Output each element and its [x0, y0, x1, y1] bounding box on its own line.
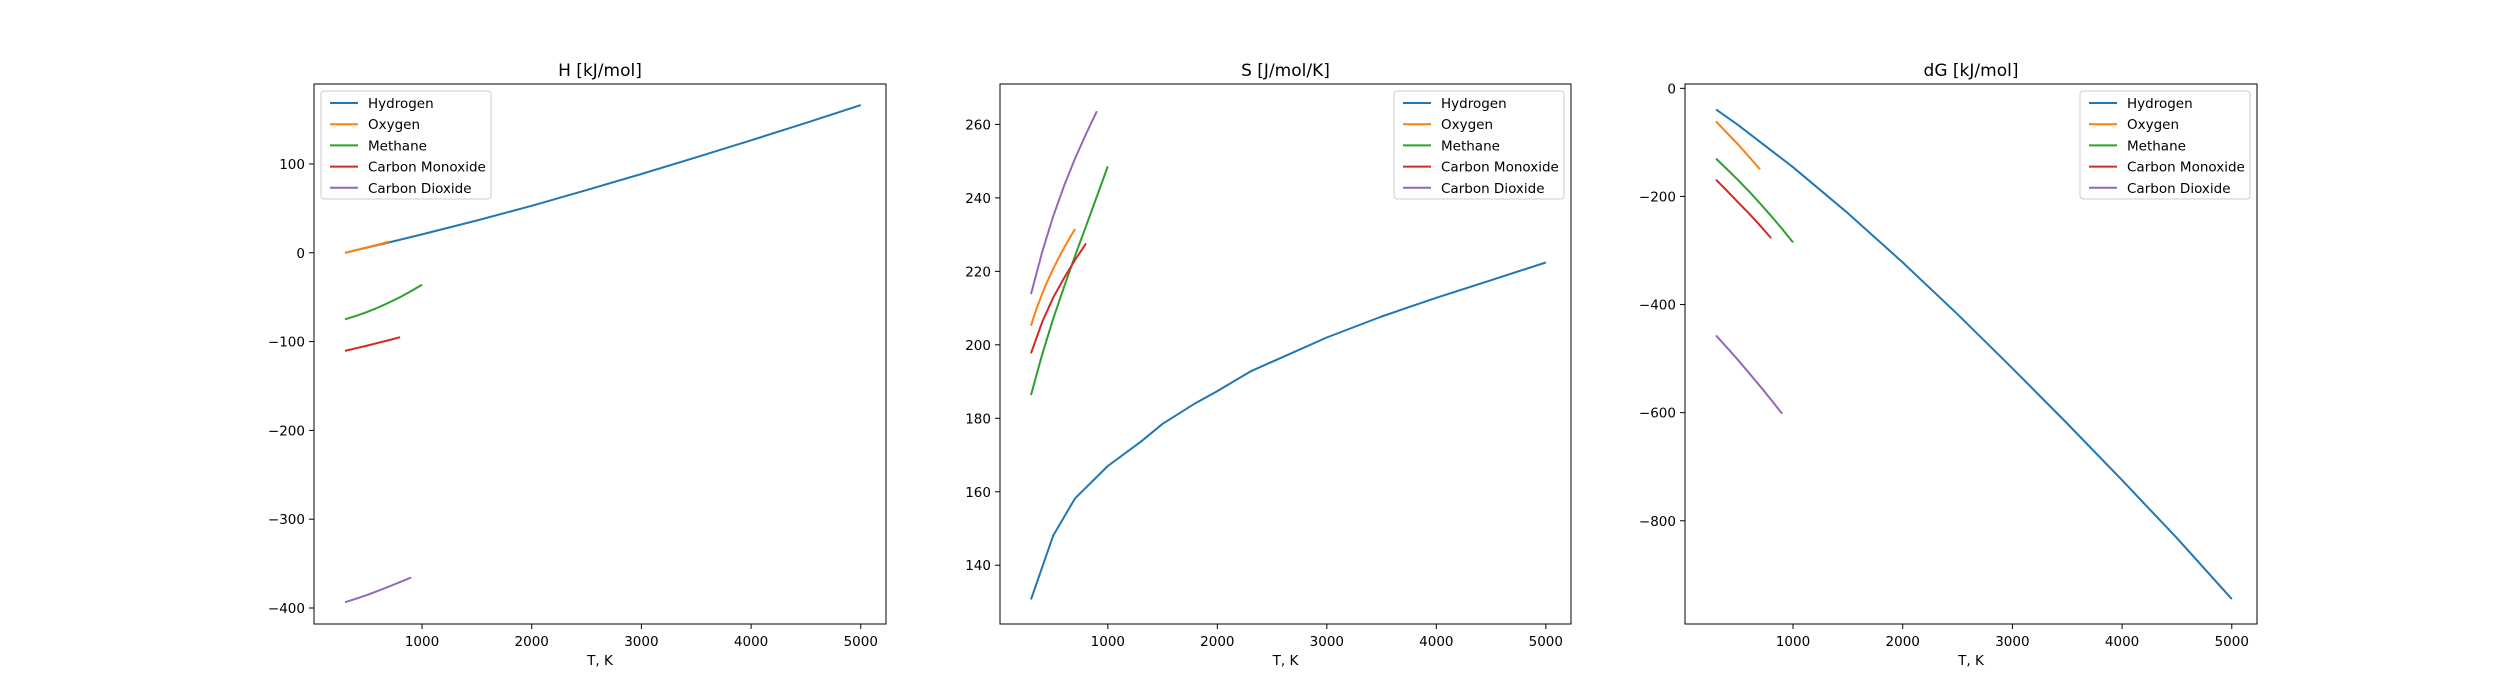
- enthalpy-xtick-label: 1000: [405, 634, 439, 650]
- gibbs-xtick-label: 4000: [2105, 634, 2139, 650]
- entropy-ytick-label: 200: [965, 338, 991, 354]
- entropy-xtick-label: 4000: [1419, 634, 1453, 650]
- enthalpy-series-methane: [344, 283, 423, 321]
- enthalpy-ytick-label: −100: [268, 335, 305, 351]
- gibbs-legend-label-methane: Methane: [2127, 138, 2186, 154]
- gibbs-series-carbon-dioxide: [1715, 334, 1783, 415]
- enthalpy-xtick-label: 3000: [624, 634, 658, 650]
- gibbs-legend-label-oxygen: Oxygen: [2127, 117, 2179, 133]
- gibbs-series-carbon-monoxide: [1715, 178, 1772, 239]
- enthalpy-series-carbon-dioxide: [344, 576, 412, 604]
- enthalpy-ytick-label: 0: [296, 246, 305, 262]
- entropy-legend-box: [1393, 90, 1565, 200]
- entropy-series-carbon-monoxide: [1030, 242, 1087, 354]
- entropy-legend-label-oxygen: Oxygen: [1441, 117, 1493, 133]
- entropy-ytick-label: 220: [965, 264, 991, 280]
- gibbs-series-oxygen: [1715, 120, 1761, 171]
- entropy-xtick-label: 5000: [1529, 634, 1563, 650]
- gibbs-ytick-label: 0: [1667, 81, 1676, 97]
- subplot-entropy: S [J/mol/K] T, K 1000 2000 3000 4000 5000 140…: [965, 61, 1572, 669]
- entropy-xtick-label: 1000: [1091, 634, 1125, 650]
- gibbs-series-methane: [1715, 157, 1794, 244]
- enthalpy-title: H [kJ/mol]: [558, 61, 642, 81]
- enthalpy-series-oxygen: [344, 240, 390, 254]
- entropy-series-carbon-dioxide: [1030, 110, 1098, 295]
- subplot-enthalpy: H [kJ/mol] T, K 1000 2000 3000 4000 5000−400…: [268, 61, 887, 669]
- enthalpy-ytick-label: −300: [268, 512, 305, 528]
- enthalpy-legend-label-carbon-dioxide: Carbon Dioxide: [368, 181, 472, 197]
- enthalpy-ytick-label: 100: [279, 157, 305, 173]
- enthalpy-legend: Hydrogen Oxygen Methane Carbon Monoxide Carb…: [320, 90, 492, 200]
- entropy-legend-label-methane: Methane: [1441, 138, 1500, 154]
- gibbs-xtick-label: 1000: [1776, 634, 1810, 650]
- enthalpy-ytick-label: −200: [268, 423, 305, 439]
- gibbs-ytick-label: −200: [1639, 189, 1676, 205]
- entropy-series-oxygen: [1030, 228, 1076, 327]
- enthalpy-legend-label-methane: Methane: [368, 138, 427, 154]
- gibbs-title: dG [kJ/mol]: [1924, 61, 2019, 81]
- entropy-ytick-label: 260: [965, 117, 991, 133]
- gibbs-legend-label-carbon-dioxide: Carbon Dioxide: [2127, 181, 2231, 197]
- subplot-gibbs: dG [kJ/mol] T, K 1000 2000 3000 4000 5000 −80…: [1639, 61, 2258, 669]
- entropy-xlabel: T, K: [1272, 653, 1300, 669]
- enthalpy-xlabel: T, K: [586, 653, 614, 669]
- gibbs-ytick-label: −400: [1639, 298, 1676, 314]
- gibbs-legend-box: [2079, 90, 2251, 200]
- enthalpy-xtick-label: 5000: [844, 634, 878, 650]
- gibbs-xtick-label: 5000: [2215, 634, 2249, 650]
- entropy-xtick-label: 2000: [1200, 634, 1234, 650]
- entropy-axes-frame: [999, 83, 1572, 625]
- entropy-legend-label-hydrogen: Hydrogen: [1441, 96, 1507, 112]
- enthalpy-axes-frame: [313, 83, 887, 625]
- entropy-ytick-label: 240: [965, 191, 991, 207]
- enthalpy-xtick-label: 4000: [734, 634, 768, 650]
- entropy-ytick-label: 140: [965, 558, 991, 574]
- entropy-legend-label-carbon-monoxide: Carbon Monoxide: [1441, 160, 1559, 176]
- gibbs-xtick-label: 2000: [1886, 634, 1920, 650]
- enthalpy-series-carbon-monoxide: [344, 336, 401, 352]
- gibbs-series-hydrogen: [1715, 108, 2233, 600]
- gibbs-legend: Hydrogen Oxygen Methane Carbon Monoxide Carb…: [2079, 90, 2251, 200]
- gibbs-xlabel: T, K: [1957, 653, 1985, 669]
- entropy-legend-label-carbon-dioxide: Carbon Dioxide: [1441, 181, 1545, 197]
- entropy-ytick-label: 160: [965, 485, 991, 501]
- enthalpy-legend-label-oxygen: Oxygen: [368, 117, 420, 133]
- enthalpy-ytick-label: −400: [268, 601, 305, 617]
- gibbs-ytick-label: −600: [1639, 406, 1676, 422]
- enthalpy-legend-label-carbon-monoxide: Carbon Monoxide: [368, 160, 486, 176]
- entropy-legend: Hydrogen Oxygen Methane Carbon Monoxide Carb…: [1393, 90, 1565, 200]
- enthalpy-legend-label-hydrogen: Hydrogen: [368, 96, 434, 112]
- entropy-series-hydrogen: [1030, 261, 1547, 600]
- entropy-title: S [J/mol/K]: [1241, 61, 1330, 81]
- gibbs-ytick-label: −800: [1639, 514, 1676, 530]
- gibbs-legend-label-hydrogen: Hydrogen: [2127, 96, 2193, 112]
- entropy-xtick-label: 3000: [1310, 634, 1344, 650]
- entropy-series-methane: [1030, 165, 1109, 396]
- enthalpy-xtick-label: 2000: [515, 634, 549, 650]
- enthalpy-legend-box: [320, 90, 492, 200]
- gibbs-axes-frame: [1684, 83, 2258, 625]
- gibbs-legend-label-carbon-monoxide: Carbon Monoxide: [2127, 160, 2245, 176]
- gibbs-xtick-label: 3000: [1995, 634, 2029, 650]
- entropy-ytick-label: 180: [965, 411, 991, 427]
